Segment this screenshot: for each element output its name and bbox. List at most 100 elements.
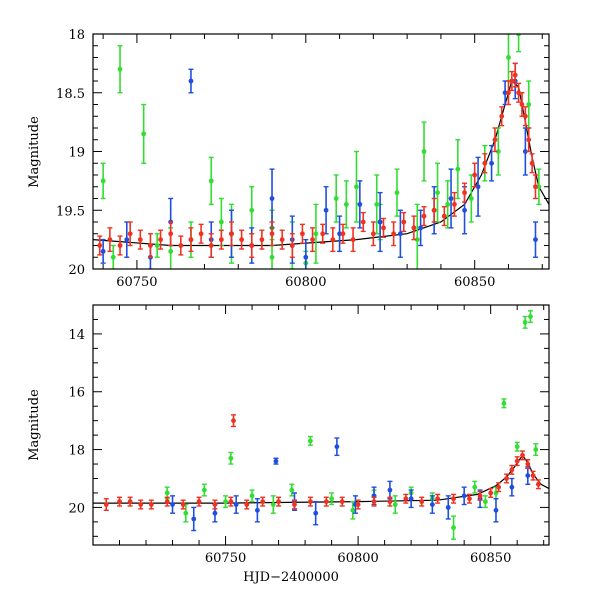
x-tick-label: 60750 [116, 275, 157, 290]
point-blue [337, 231, 342, 237]
point-red [441, 213, 447, 219]
point-red [310, 237, 315, 243]
point-red [323, 499, 329, 505]
point-red [180, 502, 186, 507]
point-green [228, 455, 234, 461]
point-red [360, 219, 366, 225]
point-red [516, 90, 521, 96]
point-red [229, 231, 234, 237]
point-red [482, 160, 488, 166]
point-blue [525, 473, 531, 479]
point-red [435, 496, 441, 502]
point-red [289, 243, 295, 248]
point-green [514, 444, 520, 450]
point-green [350, 507, 356, 513]
point-red [387, 499, 393, 505]
point-red [509, 78, 515, 84]
point-green [528, 314, 533, 319]
model-curve [93, 79, 549, 247]
point-blue [502, 90, 508, 96]
point-blue [445, 505, 451, 510]
point-green [269, 254, 275, 260]
point-red [307, 499, 313, 505]
point-green [249, 493, 255, 499]
point-green [333, 196, 339, 201]
point-red [340, 231, 346, 237]
point-green [223, 499, 228, 505]
point-red [533, 184, 538, 190]
plot-frame [92, 33, 550, 270]
y-tick-label: 16 [68, 386, 85, 401]
point-blue [303, 254, 309, 260]
point-green [451, 525, 456, 531]
point-red [514, 458, 520, 464]
point-blue [191, 516, 197, 522]
point-red [269, 231, 275, 237]
point-green [100, 178, 106, 184]
point-green [495, 149, 501, 154]
point-red [519, 102, 525, 107]
point-green [392, 502, 398, 507]
point-green [445, 201, 451, 207]
point-red [218, 237, 224, 243]
point-red [529, 160, 535, 166]
point-red [239, 237, 245, 243]
x-tick-label: 60850 [454, 275, 495, 290]
point-red [452, 201, 457, 207]
point-red [535, 481, 541, 487]
point-red [419, 499, 425, 505]
point-green [201, 487, 207, 493]
y-tick-label: 18.5 [56, 87, 85, 102]
point-green [168, 248, 174, 254]
point-blue [533, 237, 538, 243]
point-red [339, 499, 345, 505]
x-tick-label: 60850 [470, 551, 511, 566]
point-red [526, 137, 532, 143]
point-red [522, 113, 528, 119]
point-green [141, 131, 147, 137]
y-tick-label: 18 [68, 28, 85, 43]
point-green [307, 438, 313, 444]
point-red [350, 237, 356, 243]
point-blue [509, 484, 515, 490]
point-red [168, 231, 174, 237]
point-red [259, 237, 265, 243]
point-red [164, 499, 170, 505]
point-green [506, 55, 511, 60]
point-red [178, 243, 184, 248]
point-red [421, 213, 427, 219]
point-red [488, 490, 494, 496]
point-red [276, 499, 281, 505]
point-red [472, 172, 478, 178]
point-red [355, 502, 361, 507]
point-red [381, 225, 386, 231]
point-green [313, 231, 319, 237]
point-blue [448, 196, 454, 201]
point-red [371, 499, 377, 505]
point-red [148, 502, 154, 507]
point-green [183, 510, 189, 516]
point-red [431, 207, 437, 213]
point-green [117, 66, 123, 72]
point-blue [100, 248, 106, 254]
point-green [329, 496, 335, 502]
point-blue [397, 231, 403, 237]
point-red [330, 237, 336, 243]
point-blue [429, 502, 435, 507]
point-red [401, 219, 407, 225]
point-blue [418, 225, 424, 231]
point-red [496, 484, 502, 490]
point-red [196, 499, 202, 505]
point-green [164, 490, 170, 496]
point-blue [188, 78, 194, 84]
point-red [231, 418, 236, 424]
point-blue [462, 207, 467, 213]
point-blue [489, 160, 494, 166]
point-red [504, 476, 509, 481]
point-blue [475, 184, 481, 190]
point-red [512, 72, 518, 78]
y-tick-label: 19 [68, 146, 85, 161]
y-tick-label: 20 [68, 263, 85, 278]
point-green [526, 102, 532, 107]
point-blue [522, 149, 528, 154]
